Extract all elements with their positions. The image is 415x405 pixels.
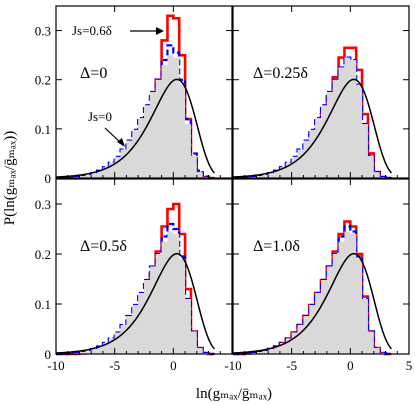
panel-title: Δ=0 — [80, 65, 107, 82]
series-fit — [55, 252, 215, 354]
y-tick-label: 0.2 — [35, 247, 51, 262]
y-tick-label: 0.1 — [35, 122, 51, 137]
series-fit — [55, 78, 215, 178]
x-tick-label: -5 — [286, 358, 297, 373]
series-histogram — [233, 231, 392, 354]
panel-4: -10 -5 0 5 Δ=1.0δ — [224, 178, 413, 373]
annotation-js0-arrowhead — [117, 138, 125, 147]
panel-1: 0 0.1 0.2 0.3 Δ=0 — [35, 5, 233, 186]
panel-frame — [232, 178, 410, 355]
series-fit — [232, 252, 392, 354]
x-tick-label: 5 — [406, 358, 413, 373]
y-tick-label: 0 — [45, 171, 52, 186]
panel-title: Δ=1.0δ — [253, 238, 300, 255]
series-histogram — [56, 231, 215, 354]
panel-frame — [55, 178, 233, 355]
y-tick-label: 0 — [45, 347, 52, 362]
panel-frame — [232, 5, 410, 179]
panel-2: Δ=0.25δ — [232, 5, 410, 180]
panel-title: Δ=0.5δ — [80, 238, 127, 255]
annotation-js06-arrowhead — [156, 27, 164, 35]
x-tick-label: -10 — [224, 358, 241, 373]
y-tick-label: 0.3 — [35, 197, 51, 212]
panel-title: Δ=0.25δ — [253, 65, 308, 82]
panels-group: 0 0.1 0.2 0.3 Δ=0 Δ=0.25δ -10 -5 0 0 0.1 0.2 0.3 Δ=0.… — [35, 5, 413, 373]
series-fit — [232, 78, 392, 178]
x-tick-label: -10 — [47, 358, 64, 373]
annotation-js06: Js=0.6δ — [72, 23, 112, 38]
x-axis-label: ln(gₘₐₓ/ḡₘₐₓ) — [196, 386, 272, 402]
series-histogram — [56, 55, 215, 179]
y-tick-label: 0.1 — [35, 297, 51, 312]
series-histogram — [233, 57, 392, 178]
y-tick-label: 0.3 — [35, 24, 51, 39]
x-tick-label: 0 — [170, 358, 177, 373]
panel-3: -10 -5 0 0 0.1 0.2 0.3 Δ=0.5δ — [35, 178, 233, 373]
panel-frame — [55, 5, 233, 179]
annotation-js0: Js=0 — [88, 109, 112, 124]
x-tick-label: -5 — [109, 358, 120, 373]
y-axis-label: P(ln(gₘₐₓ/ḡₘₐₓ)) — [2, 131, 18, 225]
y-tick-label: 0.2 — [35, 73, 51, 88]
x-tick-label: 0 — [347, 358, 354, 373]
